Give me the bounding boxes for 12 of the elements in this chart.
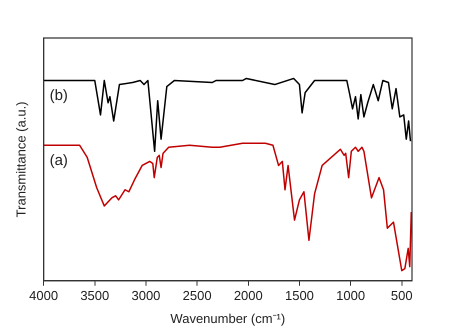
- x-tick-label: 3500: [80, 288, 110, 304]
- series-label: (b): [50, 87, 68, 104]
- x-tick-label: 500: [390, 288, 413, 304]
- series-label: (a): [50, 152, 68, 169]
- y-axis-title: Transmittance (a.u.): [13, 101, 28, 218]
- x-tick-label: 2500: [182, 288, 212, 304]
- x-tick-label: 1000: [336, 288, 366, 304]
- x-tick-label: 2000: [234, 288, 263, 304]
- x-tick-label: 3000: [131, 288, 160, 304]
- x-tick-label: 1500: [284, 288, 314, 304]
- x-tick-label: 4000: [29, 288, 58, 304]
- x-axis-title: Wavenumber (cm⁻¹): [170, 310, 286, 326]
